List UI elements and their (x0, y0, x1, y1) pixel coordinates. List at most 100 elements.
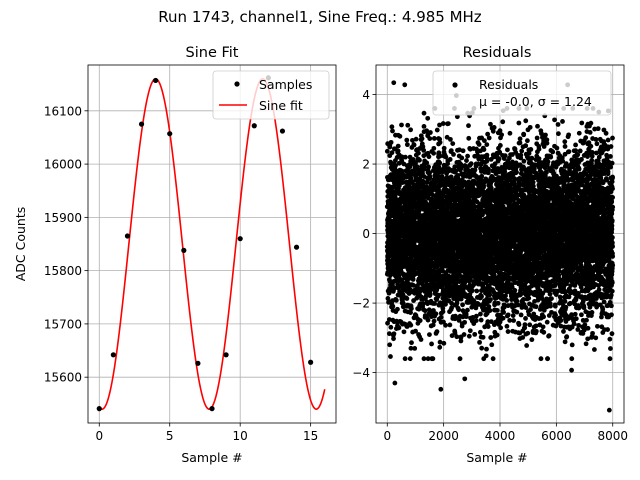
sine-fit-legend-box (212, 70, 330, 120)
sine-fit-curve (98, 78, 326, 410)
residual-point (523, 143, 529, 149)
residual-point (516, 120, 522, 126)
sine-fit-ylabel: ADC Counts (13, 207, 28, 282)
residual-point (401, 329, 407, 335)
residual-point (488, 185, 494, 191)
residual-point (459, 155, 465, 161)
residual-point (499, 132, 505, 138)
residual-point (388, 324, 394, 330)
residual-point (436, 292, 442, 298)
sine-fit-ytick-label: 15900 (44, 211, 82, 225)
residual-point (431, 150, 437, 156)
residual-point (427, 174, 433, 179)
residual-point (387, 342, 393, 348)
residual-point (424, 160, 430, 166)
residual-point (426, 164, 431, 170)
sample-point (110, 352, 116, 358)
residual-point (408, 310, 413, 315)
residual-point (430, 322, 436, 328)
residual-point (522, 322, 528, 328)
residual-point (422, 308, 428, 314)
residual-point (498, 325, 504, 331)
sine-fit-ytick-label: 15800 (44, 264, 82, 278)
residual-point (422, 164, 427, 170)
residual-point (502, 153, 508, 159)
residual-point (437, 160, 443, 166)
residual-point (416, 208, 422, 214)
residual-point (502, 169, 508, 175)
residual-point (441, 145, 447, 151)
residual-point (469, 287, 475, 293)
residual-point (504, 323, 510, 329)
sample-point (251, 123, 257, 129)
residual-point (487, 308, 493, 313)
residual-point (465, 153, 470, 159)
residual-point (460, 148, 466, 154)
residual-point (472, 331, 478, 337)
residual-point (437, 344, 443, 350)
residual-point (441, 340, 447, 346)
residual-point (395, 143, 401, 149)
residual-point (456, 307, 462, 313)
residual-point (476, 142, 482, 147)
residual-point (385, 296, 391, 301)
residual-point (500, 315, 506, 321)
residual-point (396, 325, 402, 331)
residual-point (429, 341, 434, 347)
residuals-title: Residuals (463, 45, 532, 61)
residual-point (501, 309, 507, 315)
residual-point (433, 311, 439, 317)
sample-point (279, 128, 286, 134)
residual-point (402, 356, 408, 362)
residual-point (413, 136, 419, 142)
residual-point (427, 170, 432, 176)
legend-sine-fit-label: Sine fit (259, 98, 303, 113)
sample-point (167, 131, 173, 137)
residual-point (400, 300, 406, 306)
sample-point (293, 244, 300, 250)
residual-point (408, 322, 414, 328)
residual-point (434, 329, 440, 335)
residual-point (421, 147, 427, 153)
residual-point (390, 128, 395, 134)
residual-point (430, 356, 436, 362)
residual-point (393, 163, 398, 168)
residual-point (436, 165, 442, 170)
residual-point (505, 312, 511, 318)
sine-fit-legend: Samples Sine fit (212, 70, 330, 120)
residual-point (393, 297, 399, 303)
residual-point (431, 318, 437, 324)
residual-point (462, 319, 467, 325)
residual-point (479, 345, 485, 351)
residual-point (479, 173, 485, 179)
residual-point (389, 124, 395, 130)
sine-fit-plot-area (96, 75, 326, 412)
sample-point (195, 360, 201, 366)
sample-point (124, 233, 131, 239)
residual-point (457, 356, 463, 362)
residual-point (494, 307, 500, 313)
sine-fit-ytick-label: 15700 (44, 317, 82, 331)
residual-point (410, 282, 416, 288)
residual-point (421, 110, 427, 116)
sine-fit-xtick-label: 10 (233, 429, 248, 443)
sine-fit-panel: Sine Fit 0 5 10 151560015700158001590016000… (13, 45, 337, 465)
residual-point (507, 130, 513, 136)
residual-point (413, 328, 418, 334)
residual-point (437, 122, 442, 128)
residual-point (388, 354, 393, 359)
residual-point (412, 345, 418, 351)
residual-point (484, 152, 490, 158)
sine-fit-xtick-label: 0 (95, 429, 103, 443)
residual-point (427, 130, 433, 135)
residual-point (413, 160, 418, 166)
residual-point (440, 309, 446, 315)
residual-point (464, 158, 469, 163)
residual-point (395, 148, 401, 154)
residual-point (421, 123, 427, 129)
residual-point (481, 138, 487, 144)
sine-fit-ytick-label: 16100 (44, 104, 82, 118)
residual-point (484, 346, 489, 352)
residual-point (514, 169, 519, 175)
residual-point (424, 179, 430, 185)
